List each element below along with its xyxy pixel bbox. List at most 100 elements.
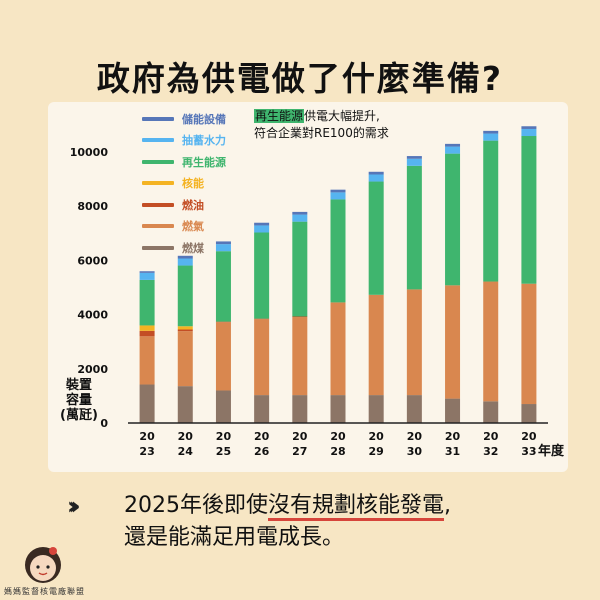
note-line2: 還是能滿足用電成長。 [124,525,345,550]
y-tick-label: 2000 [77,363,108,376]
legend-label: 燃油 [182,198,204,212]
bar-stack-2023 [139,271,155,423]
legend-swatch [142,138,174,143]
x-tick-label: 20 [216,430,232,443]
y-axis-label-line-2: 容量 [65,393,92,408]
bar-segment [445,285,461,399]
bar-segment [368,171,384,175]
legend-item: 核能 [142,173,242,195]
note-suffix: , [444,493,452,518]
bar-segment [292,221,308,317]
x-tick-label: 20 [445,430,461,443]
bar-segment [406,158,422,166]
x-tick-label: 30 [407,445,423,458]
bar-segment [139,336,155,385]
bar-segment [292,316,308,318]
bar-segment [330,302,346,396]
legend-item: 燃氣 [142,216,242,238]
bar-segment [254,222,270,226]
bar-segment [330,192,346,200]
mascot-logo-icon [25,547,61,583]
bar-segment [292,211,308,215]
legend-swatch [142,116,174,121]
chart-card [48,102,568,472]
x-tick-label: 33 [521,445,536,458]
bar-segment [254,395,270,423]
bar-segment [330,199,346,303]
bar-segment [521,136,537,284]
bar-stack-2030 [406,156,422,423]
legend-swatch [142,245,174,250]
y-tick-label: 6000 [77,254,108,267]
x-tick-label: 20 [330,430,346,443]
bar-segment [139,330,155,337]
legend-item: 燃油 [142,194,242,216]
bar-segment [483,130,499,134]
x-tick-label: 29 [369,445,384,458]
bar-segment [254,319,270,396]
bar-stack-2032 [483,130,499,423]
bar-segment [254,318,270,320]
bar-stack-2025 [215,241,231,423]
legend-label: 儲能設備 [182,112,226,126]
x-tick-label: 31 [445,445,460,458]
bar-segment [445,146,461,154]
bar-segment [139,271,155,273]
bar-segment [483,133,499,141]
x-tick-label: 20 [369,430,385,443]
bar-segment [292,317,308,396]
bar-segment [445,153,461,286]
bar-segment [445,398,461,423]
bar-segment [330,189,346,193]
organization-name: 媽媽監督核電廠聯盟 [4,587,85,596]
x-tick-label: 23 [139,445,154,458]
legend-label: 核能 [182,177,204,191]
bar-stack-2029 [368,171,384,423]
bar-segment [177,329,193,332]
bar-segment [177,331,193,387]
x-tick-label: 20 [407,430,423,443]
bar-stack-2028 [330,189,346,423]
bar-segment [139,279,155,326]
x-tick-label: 27 [292,445,307,458]
bar-segment [215,390,231,423]
bar-segment [177,386,193,423]
bar-segment [521,126,537,129]
legend-label: 再生能源 [182,155,226,169]
chevron-arrows-icon: ››› [67,492,80,520]
x-tick-label: 25 [216,445,231,458]
y-axis-label: 裝置 容量 (萬瓩) [54,378,104,423]
bar-segment [368,174,384,182]
y-axis-label-line-3: (萬瓩) [60,408,98,423]
legend-item: 抽蓄水力 [142,130,242,152]
x-tick-label: 20 [521,430,537,443]
bar-segment [177,258,193,266]
bar-segment [177,255,193,259]
bar-segment [177,326,193,330]
x-tick-label: 32 [483,445,498,458]
x-tick-label: 20 [483,430,499,443]
bar-segment [292,214,308,222]
bar-segment [292,395,308,423]
bar-stack-2033 [521,126,537,423]
bar-segment [368,294,384,396]
bar-stack-2031 [445,143,461,423]
y-tick-label: 4000 [77,309,108,322]
bar-stack-2026 [254,222,270,423]
bar-segment [406,156,422,159]
legend-swatch [142,181,174,186]
bar-segment [177,265,193,327]
x-tick-label: 20 [178,430,194,443]
bar-segment [406,289,422,396]
bar-segment [521,404,537,423]
x-tick-label: 28 [330,445,345,458]
bar-segment [521,128,537,137]
y-tick-label: 10000 [70,146,109,159]
x-axis-label: 年度 [538,444,565,459]
page-title: 政府為供電做了什麼準備? [96,59,504,98]
bar-segment [215,321,231,323]
bar-segment [445,143,461,147]
bar-segment [215,244,231,252]
y-axis-label-line-1: 裝置 [65,378,92,393]
